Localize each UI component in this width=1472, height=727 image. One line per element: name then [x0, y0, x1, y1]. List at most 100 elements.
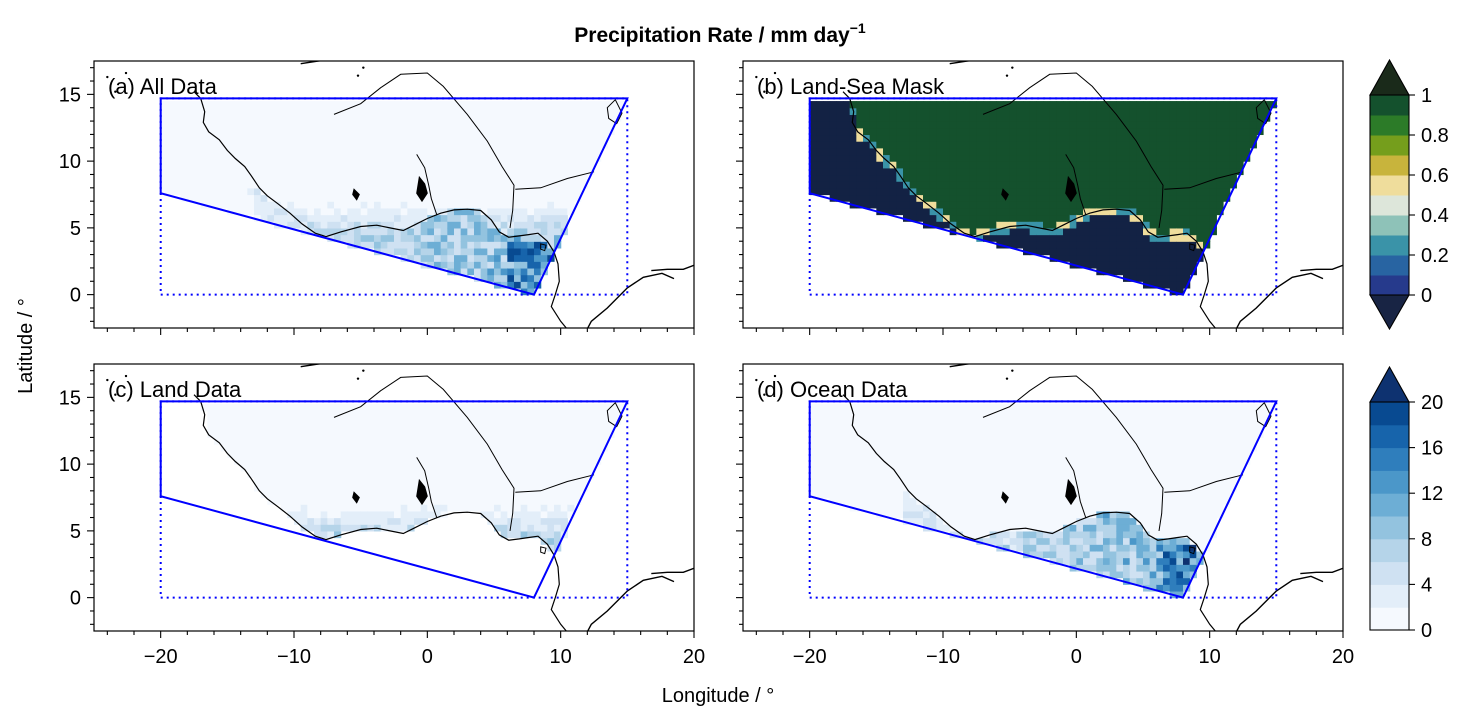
field-cell: [1089, 261, 1097, 269]
field-cell: [1109, 114, 1117, 122]
field-cell: [1116, 477, 1124, 485]
field-cell: [427, 404, 435, 412]
field-cell: [929, 510, 937, 519]
field-cell: [187, 181, 195, 189]
field-cell: [889, 444, 897, 452]
field-cell: [374, 207, 382, 216]
field-cell: [809, 154, 817, 162]
field-cell: [540, 524, 548, 532]
field-cell: [300, 207, 308, 216]
field-cell: [567, 404, 575, 412]
field-cell: [174, 174, 182, 182]
field-cell: [1116, 227, 1124, 236]
field-cell: [407, 121, 415, 129]
field-cell: [983, 437, 991, 445]
field-cell: [909, 127, 917, 136]
field-cell: [200, 141, 208, 149]
field-cell: [936, 470, 944, 479]
field-cell: [454, 207, 462, 216]
field-cell: [869, 174, 877, 182]
field-cell: [1056, 424, 1064, 432]
field-cell: [587, 114, 595, 122]
field-cell: [387, 241, 395, 249]
field-cell: [234, 430, 242, 439]
field-cell: [260, 167, 268, 176]
field-cell: [527, 167, 535, 176]
field-cell: [207, 121, 215, 129]
field-cell: [327, 221, 335, 229]
field-cell: [414, 404, 422, 412]
field-cell: [1049, 410, 1057, 419]
field-cell: [474, 477, 482, 485]
field-cell: [527, 410, 535, 419]
field-cell: [434, 444, 442, 452]
field-cell: [943, 477, 951, 485]
field-cell: [943, 214, 951, 222]
field-cell: [520, 437, 528, 445]
field-cell: [936, 504, 944, 512]
field-cell: [514, 497, 522, 505]
field-cell: [883, 107, 891, 115]
field-cell: [334, 107, 342, 115]
field-cell: [1009, 477, 1017, 485]
field-cell: [574, 127, 582, 136]
field-cell: [849, 484, 857, 492]
field-cell: [320, 404, 328, 412]
field-cell: [314, 161, 322, 169]
field-cell: [434, 497, 442, 505]
field-cell: [254, 464, 262, 472]
field-cell: [527, 127, 535, 136]
field-cell: [347, 207, 355, 216]
field-cell: [1229, 121, 1237, 129]
field-cell: [1083, 201, 1091, 209]
field-cell: [1123, 227, 1131, 236]
field-cell: [520, 504, 528, 512]
field-cell: [1136, 234, 1144, 242]
field-cell: [856, 181, 864, 189]
field-cell: [963, 161, 971, 169]
field-cell: [969, 214, 977, 222]
y-tick-label: 15: [59, 84, 81, 106]
field-cell: [836, 404, 844, 412]
field-cell: [956, 470, 964, 479]
field-cell: [1056, 530, 1064, 539]
field-cell: [903, 497, 911, 505]
field-cell: [427, 504, 435, 512]
field-cell: [580, 430, 588, 439]
field-cell: [560, 127, 568, 136]
river-volta: [416, 457, 438, 518]
field-cell: [207, 181, 215, 189]
field-cell: [1116, 544, 1124, 552]
field-cell: [580, 101, 588, 109]
field-cell: [227, 127, 235, 136]
field-cell: [374, 470, 382, 479]
field-cell: [983, 227, 991, 236]
field-cell: [1049, 524, 1057, 532]
field-cell: [414, 161, 422, 169]
field-cell: [280, 504, 288, 512]
field-cell: [240, 464, 248, 472]
field-cell: [420, 234, 428, 242]
field-cell: [587, 457, 595, 465]
field-cell: [936, 404, 944, 412]
field-cell: [467, 267, 475, 276]
field-cell: [1243, 121, 1251, 129]
field-cell: [360, 404, 368, 412]
field-cell: [903, 470, 911, 479]
field-cell: [1229, 154, 1237, 162]
field-cell: [856, 477, 864, 485]
field-cell: [427, 141, 435, 149]
field-cell: [267, 464, 275, 472]
field-cell: [1109, 510, 1117, 519]
field-cell: [260, 464, 268, 472]
field-cell: [500, 114, 508, 122]
field-cell: [540, 154, 548, 162]
field-cell: [234, 181, 242, 189]
field-cell: [334, 490, 342, 499]
field-cell: [440, 221, 448, 229]
field-cell: [240, 444, 248, 452]
field-cell: [460, 464, 468, 472]
field-cell: [836, 464, 844, 472]
field-cell: [407, 504, 415, 512]
field-cell: [347, 490, 355, 499]
